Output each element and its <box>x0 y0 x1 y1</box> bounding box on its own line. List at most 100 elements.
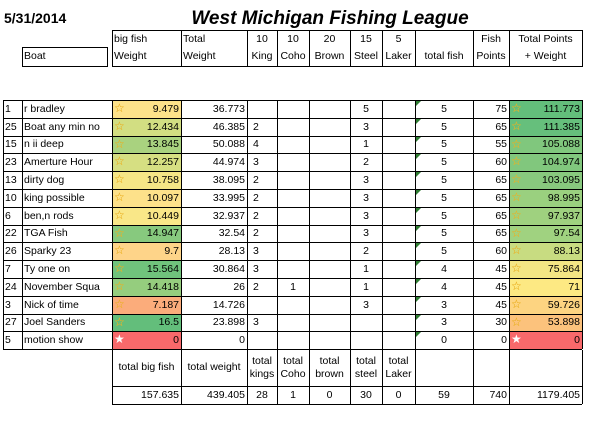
coho-count <box>277 260 309 278</box>
steel-count: 1 <box>363 138 369 151</box>
grid-line <box>3 171 582 172</box>
header-brown-top: 20 <box>323 32 336 45</box>
footer-total-tp: 1179.405 <box>536 389 580 402</box>
total-points-weight: 111.773 <box>509 100 582 118</box>
grid-line <box>3 349 582 350</box>
grid-line <box>3 100 582 101</box>
fish-points: 55 <box>495 138 507 151</box>
king-count: 2 <box>253 173 259 186</box>
total-weight: 36.773 <box>212 102 245 115</box>
big-fish-weight: 0 <box>112 331 181 349</box>
grid-line <box>22 47 107 48</box>
total-weight: 30.864 <box>212 262 245 275</box>
big-fish-weight: 15.564 <box>112 260 181 278</box>
grid-line <box>415 30 416 67</box>
grid-line <box>3 207 582 208</box>
big-fish-weight: 9.479 <box>112 100 181 118</box>
total-points-weight: 75.864 <box>509 260 582 278</box>
star-rating-icon: ☆ <box>511 172 522 186</box>
total-weight: 46.385 <box>212 120 245 133</box>
error-indicator-icon <box>416 208 421 213</box>
grid-line <box>112 350 113 404</box>
footer-total-brown: 0 <box>326 389 333 402</box>
header-coho: Coho <box>280 50 306 63</box>
total-points-weight: 0 <box>509 331 582 349</box>
fish-points: 45 <box>495 298 507 311</box>
error-indicator-icon <box>416 172 421 177</box>
fish-points: 30 <box>495 316 507 329</box>
fish-points: 65 <box>495 120 507 133</box>
big-fish-weight: 7.187 <box>112 296 181 314</box>
brown-count <box>309 314 350 331</box>
grid-line <box>3 314 582 315</box>
total-points-weight: 103.095 <box>509 171 582 189</box>
grid-line <box>509 100 510 349</box>
total-weight: 28.13 <box>218 244 245 257</box>
star-rating-icon: ☆ <box>511 208 522 222</box>
total-fish: 5 <box>441 191 447 204</box>
star-rating-icon: ☆ <box>114 261 125 275</box>
row-number: 24 <box>5 280 17 293</box>
footer-total-fish: 59 <box>438 389 450 402</box>
grid-line <box>112 66 582 67</box>
big-fish-weight: 10.449 <box>112 207 181 225</box>
header-tp-top: Total Points <box>518 32 573 45</box>
steel-count: 3 <box>363 298 369 311</box>
header-brown: Brown <box>314 50 345 63</box>
big-fish-weight: 10.758 <box>112 171 181 189</box>
header-boat: Boat <box>24 50 46 63</box>
fish-points: 65 <box>495 209 507 222</box>
grid-line <box>277 100 278 349</box>
error-indicator-icon <box>416 119 421 124</box>
header-total: Weight <box>183 50 216 63</box>
grid-line <box>309 350 310 404</box>
grid-line <box>509 30 510 67</box>
row-number: 7 <box>5 262 11 275</box>
fish-points: 65 <box>495 227 507 240</box>
steel-count: 3 <box>363 227 369 240</box>
boat-name: king possible <box>24 191 85 204</box>
total-fish: 4 <box>441 280 447 293</box>
row-number: 6 <box>5 209 11 222</box>
star-rating-icon: ☆ <box>114 101 125 115</box>
grid-line <box>509 350 510 404</box>
error-indicator-icon <box>416 154 421 159</box>
laker-count <box>382 242 415 260</box>
laker-count <box>382 331 415 349</box>
star-rating-icon: ☆ <box>114 243 125 257</box>
star-rating-icon: ★ <box>511 332 522 346</box>
error-indicator-icon <box>416 101 421 106</box>
star-rating-icon: ☆ <box>511 119 522 133</box>
grid-line <box>382 100 383 349</box>
big-fish-weight: 14.947 <box>112 225 181 242</box>
total-points-weight: 71 <box>509 278 582 296</box>
total-weight: 38.095 <box>212 173 245 186</box>
header-steel-top: 15 <box>360 32 372 45</box>
header-laker: Laker <box>385 50 412 63</box>
row-number: 25 <box>5 120 17 133</box>
steel-count: 2 <box>363 155 369 168</box>
total-fish: 5 <box>441 227 447 240</box>
error-indicator-icon <box>416 137 421 142</box>
total-fish: 5 <box>441 102 447 115</box>
report-date: 5/31/2014 <box>4 10 67 26</box>
footer-total-points: 740 <box>489 389 507 402</box>
laker-count <box>382 207 415 225</box>
row-number: 3 <box>5 298 11 311</box>
total-points-weight: 105.088 <box>509 136 582 153</box>
total-weight: 26 <box>233 280 245 293</box>
boat-name: motion show <box>24 333 83 346</box>
grid-line <box>112 404 582 405</box>
total-points-weight: 98.995 <box>509 189 582 207</box>
grid-line <box>112 100 113 349</box>
total-points-weight: 53.898 <box>509 314 582 331</box>
total-points-weight: 88.13 <box>509 242 582 260</box>
header-big-top: big fish <box>114 32 148 45</box>
boat-name: November Squa <box>24 280 100 293</box>
grid-line <box>473 30 474 67</box>
total-points-weight: 97.937 <box>509 207 582 225</box>
coho-count <box>277 153 309 171</box>
error-indicator-icon <box>416 243 421 248</box>
big-fish-weight: 12.257 <box>112 153 181 171</box>
